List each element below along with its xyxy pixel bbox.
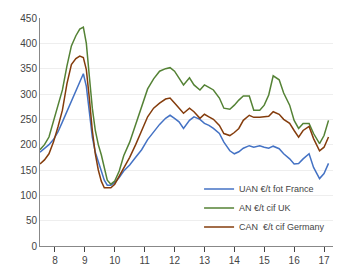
svg-text:250: 250 — [20, 114, 37, 125]
svg-text:11: 11 — [139, 255, 150, 266]
svg-text:0: 0 — [31, 241, 37, 252]
svg-text:13: 13 — [199, 255, 211, 266]
svg-text:50: 50 — [26, 215, 38, 226]
svg-text:300: 300 — [20, 89, 37, 100]
svg-text:9: 9 — [82, 255, 88, 266]
svg-text:14: 14 — [229, 255, 241, 266]
svg-text:100: 100 — [20, 190, 37, 201]
svg-text:10: 10 — [109, 255, 121, 266]
svg-text:450: 450 — [20, 13, 37, 24]
svg-text:400: 400 — [20, 38, 37, 49]
svg-text:8: 8 — [52, 255, 58, 266]
svg-text:200: 200 — [20, 139, 37, 150]
svg-text:AN €/t cif UK: AN €/t cif UK — [239, 203, 291, 213]
svg-text:15: 15 — [259, 255, 271, 266]
svg-text:UAN €/t fot France: UAN €/t fot France — [239, 184, 314, 194]
svg-text:17: 17 — [318, 255, 330, 266]
svg-text:CAN €/t cif Germany: CAN €/t cif Germany — [239, 222, 325, 232]
svg-text:350: 350 — [20, 63, 37, 74]
svg-text:16: 16 — [289, 255, 301, 266]
svg-text:12: 12 — [169, 255, 181, 266]
svg-text:150: 150 — [20, 165, 37, 176]
